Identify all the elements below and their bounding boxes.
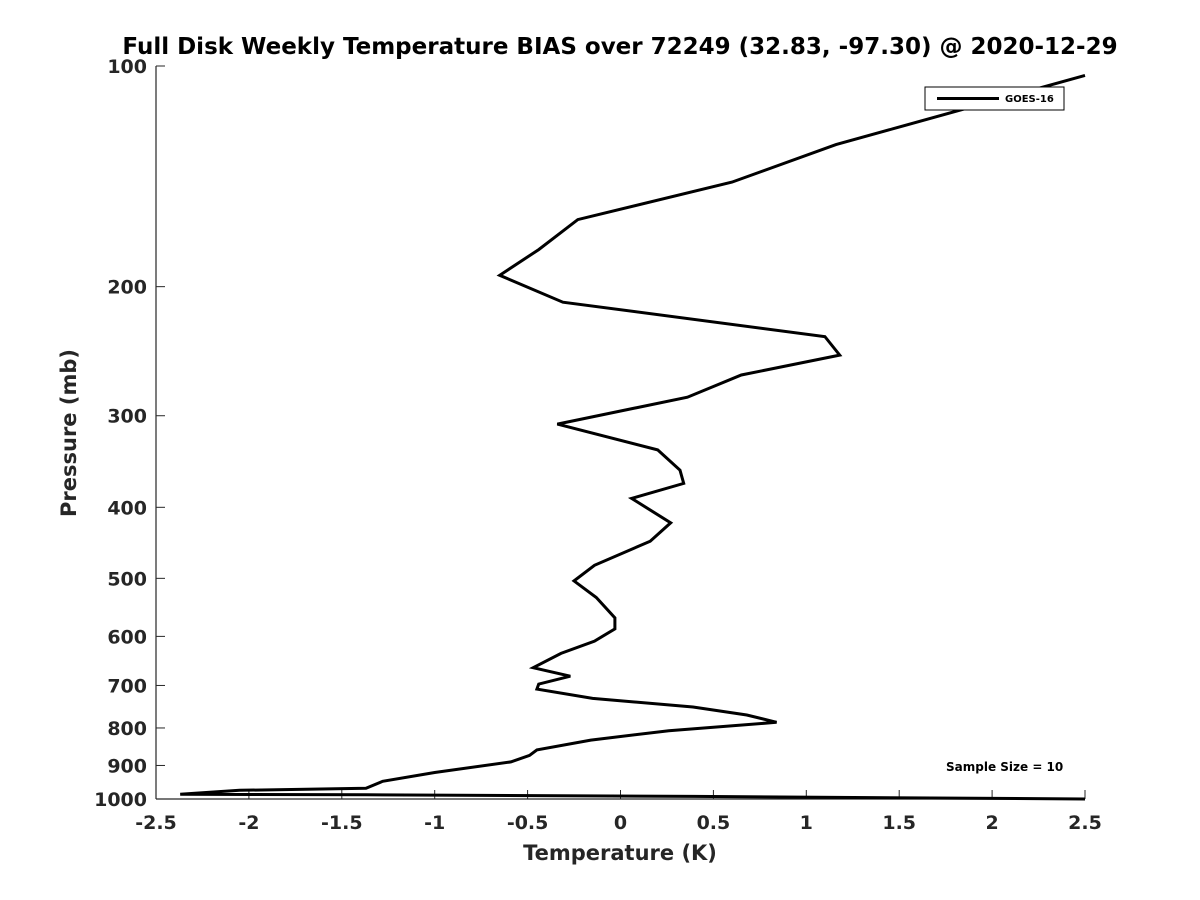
x-tick-label: -1.5 [321, 812, 363, 834]
y-tick-label: 500 [107, 568, 147, 590]
x-tick-label: -2.5 [135, 812, 177, 834]
y-tick-label: 200 [107, 277, 147, 299]
y-axis-label: Pressure (mb) [57, 349, 81, 517]
chart-title: Full Disk Weekly Temperature BIAS over 7… [122, 34, 1117, 60]
series-line-goes-16 [180, 73, 1086, 801]
x-axis-label: Temperature (K) [523, 841, 717, 865]
x-tick-label: 2.5 [1068, 812, 1102, 834]
x-tick-label: 0.5 [697, 812, 731, 834]
x-tick-label: 0 [614, 812, 627, 834]
x-tick-label: -2 [238, 812, 259, 834]
legend: GOES-16 [924, 86, 1065, 111]
y-tick-label: 300 [107, 406, 147, 428]
y-tick-label: 700 [107, 675, 147, 697]
y-tick-label: 600 [107, 626, 147, 648]
y-tick-label: 800 [107, 718, 147, 740]
x-tick-label: 2 [985, 812, 998, 834]
sample-size-annotation: Sample Size = 10 [946, 760, 1063, 774]
y-tick-label: 1000 [94, 789, 147, 811]
y-tick-label: 100 [107, 56, 147, 78]
x-tick-label: 1.5 [882, 812, 916, 834]
x-tick-label: -0.5 [507, 812, 549, 834]
legend-label: GOES-16 [1005, 94, 1054, 105]
y-tick-label: 900 [107, 755, 147, 777]
x-tick-label: -1 [424, 812, 445, 834]
x-tick-label: 1 [800, 812, 813, 834]
y-tick-label: 400 [107, 497, 147, 519]
